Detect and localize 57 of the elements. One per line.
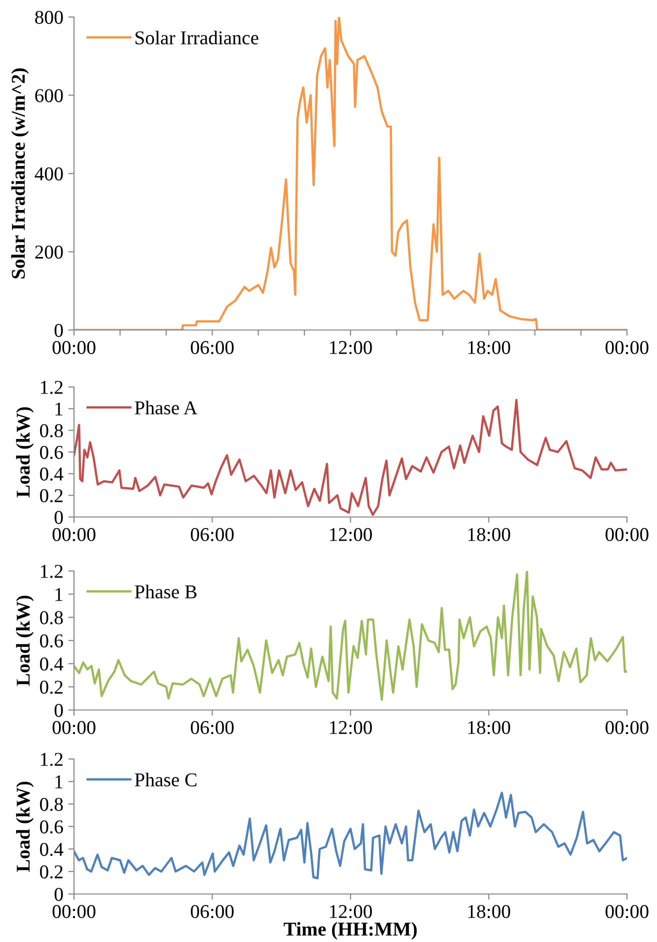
y-tick-label: 0 [54, 704, 63, 717]
x-tick-label: 18:00 [468, 720, 510, 734]
legend-label: Phase B [134, 584, 197, 598]
y-axis-title: Load (kW) [16, 782, 34, 872]
legend-label: Solar Irradiance [136, 30, 258, 44]
y-tick-label: 600 [35, 89, 63, 102]
x-tick-label: 18:00 [468, 528, 510, 542]
x-tick-label: 12:00 [330, 720, 372, 734]
x-tick-label: 00:00 [606, 340, 648, 354]
y-tick-label: 0.8 [40, 611, 63, 624]
y-tick-label: 0 [54, 888, 63, 901]
y-tick-label: 1.2 [40, 380, 63, 394]
y-tick-label: 0.2 [40, 489, 63, 502]
y-axis-title: Solar Irradiance (w/m^2) [11, 68, 29, 278]
x-tick-label: 00:00 [52, 528, 96, 542]
x-tick-label: 00:00 [606, 720, 648, 734]
legend-label: Phase A [134, 400, 198, 414]
x-tick-label: 18:00 [468, 340, 510, 354]
y-tick-label: 800 [35, 10, 63, 24]
y-tick-label: 1.2 [40, 752, 63, 766]
y-tick-label: 0.4 [40, 467, 64, 481]
x-tick-label: 12:00 [330, 528, 372, 542]
legend-label: Phase C [134, 772, 196, 786]
x-tick-label: 00:00 [52, 720, 96, 734]
y-axis-title: Load (kW) [16, 596, 34, 686]
y-tick-label: 0.6 [40, 446, 64, 460]
y-tick-label: 0.4 [40, 657, 64, 671]
y-tick-label: 0.2 [40, 680, 63, 694]
y-tick-label: 400 [34, 167, 63, 180]
y-tick-label: 0 [54, 324, 63, 337]
y-tick-label: 200 [35, 246, 63, 259]
x-tick-label: 12:00 [330, 904, 372, 918]
y-tick-label: 1.2 [40, 564, 63, 578]
x-tick-label: 12:00 [330, 340, 372, 354]
y-tick-label: 0.6 [40, 634, 64, 648]
line-series [74, 571, 627, 701]
x-tick-label: 00:00 [52, 904, 96, 918]
line-series [74, 792, 627, 880]
y-tick-label: 1 [56, 588, 62, 601]
y-tick-label: 0.8 [40, 424, 63, 438]
x-tick-label: 00:00 [606, 528, 648, 542]
x-tick-label: 06:00 [190, 720, 234, 734]
x-tick-label: 06:00 [190, 340, 234, 354]
x-tick-label: 00:00 [52, 340, 96, 354]
y-tick-label: 0.8 [40, 798, 63, 812]
x-axis-title: Time (HH:MM) [284, 922, 417, 940]
x-tick-label: 18:00 [468, 904, 510, 918]
x-tick-label: 06:00 [190, 528, 234, 542]
y-tick-label: 0.6 [40, 820, 64, 834]
y-tick-label: 0.4 [40, 842, 64, 856]
y-tick-label: 0.2 [40, 865, 63, 879]
x-tick-label: 06:00 [190, 904, 234, 918]
y-tick-label: 0 [54, 510, 63, 524]
y-tick-label: 1 [56, 775, 62, 788]
y-axis-title: Load (kW) [16, 407, 34, 498]
x-tick-label: 00:00 [606, 904, 648, 918]
y-tick-label: 1 [56, 402, 62, 416]
